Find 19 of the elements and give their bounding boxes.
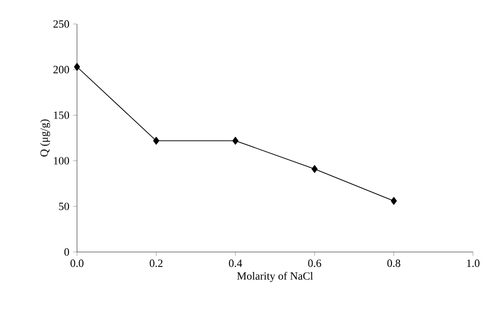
y-tick-label: 100 [54,157,70,165]
point [153,136,160,145]
point [232,136,238,145]
y-tick-label: 0 [64,248,70,256]
x-tick-label: 0.8 [387,260,400,268]
x-tick-label: 0.2 [150,260,162,268]
point [390,197,397,205]
y-axis-title: Q (μg/g) [40,120,50,157]
x-tick-label: 1.0 [467,260,480,268]
y-tick-label: 50 [59,202,70,210]
y-tick-label: 200 [53,66,70,74]
x-axis-title: Molarity of NaCl [237,272,313,282]
y-tick-label: 250 [53,20,70,28]
x-tick-label: 0.0 [70,260,84,268]
point [312,165,318,173]
x-tick-label: 0.4 [228,260,242,268]
x-tick-label: 0.6 [308,260,322,268]
point [74,62,80,71]
y-tick-label: 150 [54,111,70,119]
